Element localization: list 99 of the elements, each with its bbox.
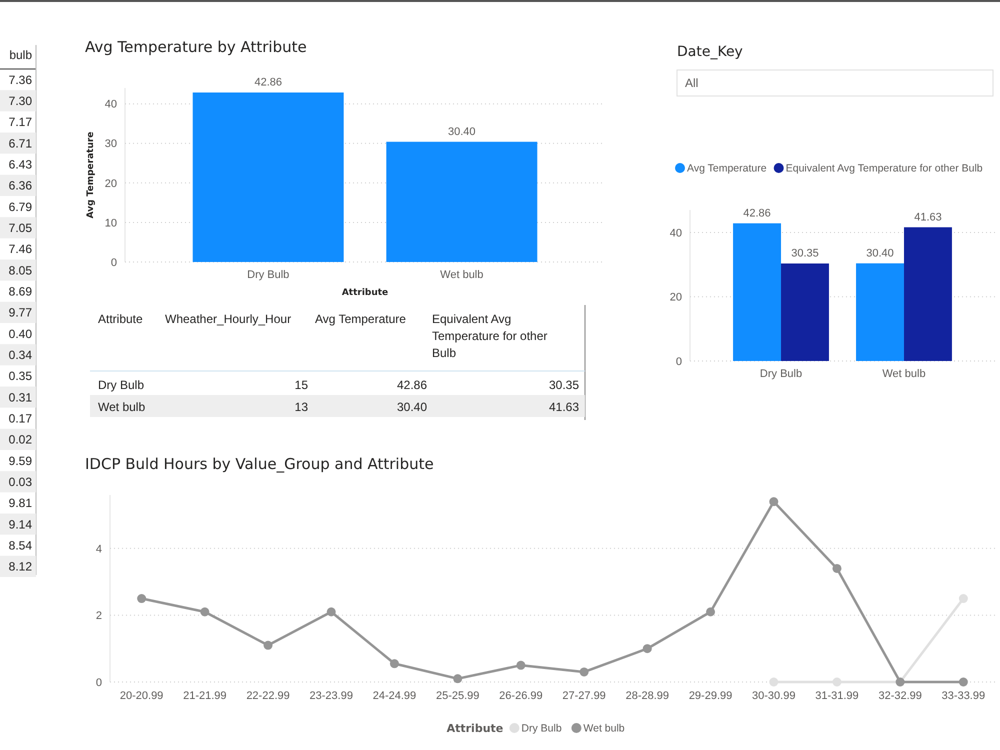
text: 13 [294, 400, 308, 414]
data-label: 41.63 [914, 211, 942, 224]
x-axis-title: Attribute [342, 288, 388, 298]
category-label: Attribute [98, 312, 144, 326]
legend-title: Attribute [446, 722, 504, 735]
x-tick-label: 21-21.99 [183, 690, 227, 702]
x-tick-label: 25-25.99 [436, 690, 480, 702]
text: 6.36 [8, 178, 32, 193]
text: 0.34 [8, 348, 32, 362]
bar [904, 227, 952, 361]
legend-label: Equivalent Avg Temperature for other Bulb [786, 162, 983, 175]
chart-title: Avg Temperature by Attribute [85, 38, 307, 56]
text: 7.05 [8, 220, 32, 235]
x-tick-label: 27-27.99 [562, 690, 606, 702]
x-tick-label: 29-29.99 [688, 690, 732, 702]
point [453, 674, 462, 684]
text: 30.35 [548, 378, 580, 392]
point [958, 594, 968, 604]
text: Date_Key [677, 44, 743, 60]
y-tick-label: 0 [110, 256, 117, 269]
text: 30.40 [396, 400, 428, 414]
text: 7.30 [8, 94, 32, 108]
y-tick-label: 20 [670, 292, 682, 304]
data-label: 30.40 [448, 126, 476, 138]
text: 8.05 [8, 263, 32, 278]
y-tick-label: 30 [104, 138, 117, 150]
point [958, 678, 968, 686]
x-tick-label: 24-24.99 [372, 690, 416, 702]
text: 15 [294, 378, 308, 392]
text: All [685, 76, 698, 90]
y-tick-label: 4 [96, 543, 102, 556]
x-tick-label: 22-22.99 [246, 690, 290, 702]
text: 8.69 [8, 284, 32, 298]
point [769, 497, 778, 506]
text: 0.40 [8, 326, 32, 341]
x-tick-label: 32-32.99 [878, 690, 922, 702]
text: 41.63 [548, 400, 580, 414]
category-label: Wheather_Hourly_Hour [165, 312, 292, 326]
text: 9.59 [8, 454, 32, 468]
data-label: 30.40 [866, 247, 894, 260]
text: 9.14 [8, 517, 32, 532]
point [200, 607, 210, 616]
bar [856, 263, 904, 361]
text: 42.86 [396, 378, 428, 392]
text: 0.03 [8, 474, 32, 489]
text: 8.12 [8, 560, 32, 574]
x-tick-label: 30-30.99 [752, 690, 796, 702]
y-axis-title: Avg Temperature [86, 132, 96, 218]
point [642, 644, 652, 654]
y-tick-label: 40 [104, 98, 117, 111]
x-tick-label: 33-33.99 [942, 690, 986, 702]
point [706, 607, 716, 616]
data-label: 30.35 [791, 247, 819, 260]
chart-title: IDCP Buld Hours by Value_Group and Attribute [85, 455, 434, 473]
y-tick-label: 2 [96, 610, 102, 622]
text: 6.43 [8, 157, 32, 172]
y-tick-label: 20 [104, 178, 117, 190]
text: 7.46 [8, 242, 32, 256]
x-tick-label: 23-23.99 [310, 690, 353, 702]
text: 0.35 [8, 369, 32, 384]
text: 9.77 [8, 306, 32, 320]
data-label: 42.86 [254, 76, 282, 89]
text: 6.71 [8, 136, 32, 150]
category-label: Avg Temperature [315, 312, 406, 326]
point [390, 659, 399, 668]
y-tick-label: 40 [670, 227, 682, 240]
x-tick-label: 20-20.99 [120, 690, 164, 702]
y-tick-label: 0 [676, 356, 682, 368]
text: Wet bulb [98, 400, 146, 414]
point [326, 607, 336, 616]
text: 7.17 [8, 115, 32, 130]
legend-label: Wet bulb [583, 722, 625, 735]
text: 0.17 [8, 411, 32, 426]
point [516, 660, 526, 670]
point [832, 678, 842, 686]
text: 7.36 [8, 72, 32, 87]
category-label: Equivalent Avg Temperature for other Bulb [432, 312, 548, 360]
point [580, 667, 589, 676]
point [264, 640, 273, 650]
bar [733, 223, 782, 361]
y-tick-label: 10 [104, 217, 117, 230]
x-tick-label: 28-28.99 [626, 690, 670, 702]
bar [781, 263, 829, 361]
text: 9.81 [8, 496, 32, 510]
text: 0.02 [8, 432, 32, 447]
point [137, 594, 146, 604]
text: Dry Bulb [98, 378, 144, 392]
legend-label: Dry Bulb [521, 722, 562, 735]
legend-label: Avg Temperature [687, 162, 767, 175]
point [769, 678, 778, 686]
x-tick-label: 31-31.99 [815, 690, 859, 702]
point [832, 564, 842, 573]
y-tick-label: 0 [96, 676, 102, 689]
text: 0.31 [8, 390, 32, 404]
x-tick-label: 26-26.99 [499, 690, 543, 702]
text: 8.54 [8, 538, 32, 552]
category-label: bulb [9, 48, 32, 62]
text: 6.79 [8, 200, 32, 214]
data-label: 42.86 [743, 207, 771, 220]
